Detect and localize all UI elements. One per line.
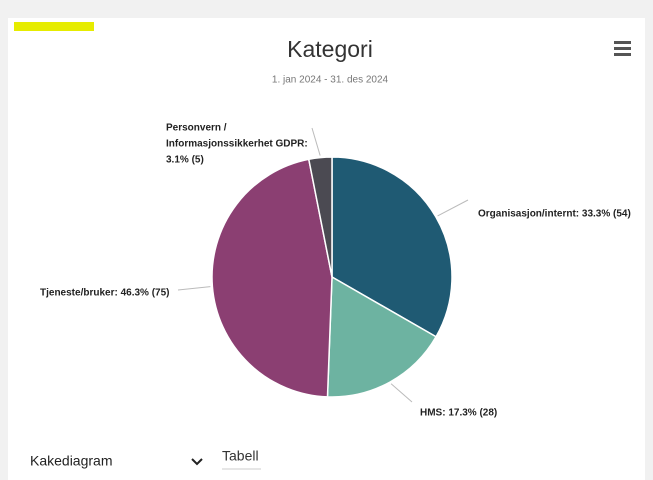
connector [437,199,469,217]
chart-subtitle: 1. jan 2024 - 31. des 2024 [272,75,389,86]
data-label: Tjeneste/bruker: 46.3% (75) [40,288,170,299]
tab-text: Tabell [222,448,259,464]
table-tab[interactable]: Tabell [222,448,261,470]
connector [390,383,413,403]
menu-button[interactable] [614,41,631,56]
pie-slice [326,275,438,398]
pie-slice [331,156,453,338]
menu-bar [614,53,631,56]
pie: Organisasjon/internt: 33.3% (54) HMS: 17.… [40,123,631,419]
select-text: Kakediagram [30,453,113,469]
chevron [191,458,203,466]
data-label: Personvern / [166,123,227,134]
connector [311,127,321,156]
chart-title: Kategori [287,36,373,62]
data-label: Organisasjon/internt: 33.3% (54) [478,209,631,220]
data-label: Informasjonssikkerhet GDPR: [166,139,308,150]
menu-bar [614,47,631,50]
menu-bar [614,41,631,44]
connector [177,286,211,291]
data-label: HMS: 17.3% (28) [420,408,497,419]
badge [14,22,94,31]
data-label: 3.1% (5) [166,155,204,166]
pie-slice [211,158,333,398]
chart-select[interactable]: Kakediagram [30,453,203,469]
pie-slice [307,156,333,278]
